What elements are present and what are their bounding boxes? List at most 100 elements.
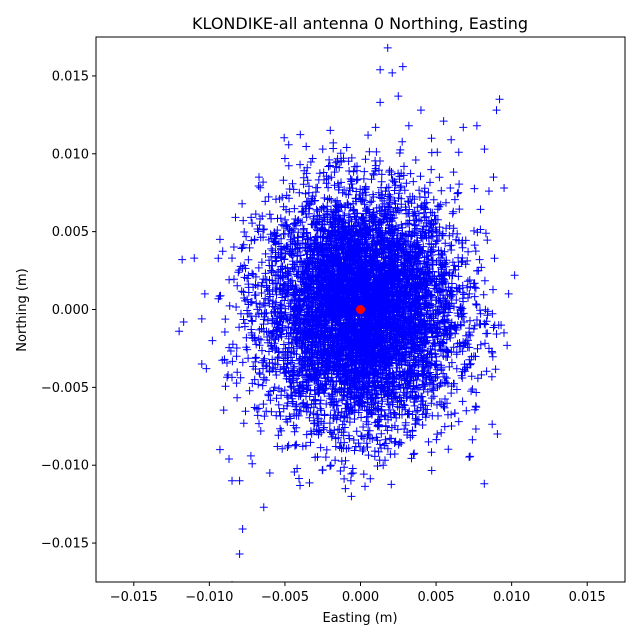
sample-point [228,254,237,263]
sample-point [253,411,262,420]
sample-point [280,154,289,163]
x-tick-label: 0.005 [417,590,454,605]
y-tick-label: 0.010 [52,147,89,162]
sample-point [247,328,256,337]
sample-point [243,274,252,283]
sample-point [197,360,206,368]
sample-point [179,317,188,326]
sample-point [474,266,483,275]
sample-point [500,184,509,193]
sample-point [394,92,403,101]
sample-point [424,437,433,446]
reference-point [356,305,365,314]
x-tick-label: 0.015 [569,590,606,605]
sample-point [208,336,217,345]
sample-point [481,229,490,238]
sample-point [318,145,327,154]
sample-point [265,469,274,477]
sample-point [477,370,486,379]
sample-point [175,327,184,336]
chart-title: KLONDIKE-all antenna 0 Northing, Easting [192,14,528,33]
sample-point [273,442,282,451]
sample-point [256,426,265,435]
x-tick-label: 0.000 [342,590,379,605]
sample-point [383,43,392,52]
data-layer [175,43,519,582]
y-tick-label: 0.015 [52,69,89,84]
sample-point [465,289,474,298]
sample-point [409,450,418,459]
sample-point [238,525,247,534]
sample-point [228,476,237,485]
x-tick-label: −0.015 [110,590,158,605]
sample-point [447,135,456,144]
sample-point [364,131,373,140]
y-tick-label: −0.010 [41,459,89,474]
sample-point [497,321,506,330]
y-tick-label: 0.000 [52,303,89,318]
sample-point [200,289,209,298]
sample-point [398,62,407,71]
sample-point [492,106,501,115]
sample-point [341,484,350,493]
x-axis: −0.015 −0.010 −0.005 0.000 0.005 0.010 0.015 [110,582,606,605]
sample-point [371,123,380,132]
sample-point [427,134,436,143]
y-tick-label: −0.005 [41,381,89,396]
point-cloud [214,130,508,491]
sample-point [197,314,206,323]
sample-point [459,123,468,132]
sample-point [472,121,481,130]
sample-points [175,43,519,582]
sample-point [250,375,259,384]
sample-point [484,344,493,353]
sample-point [347,492,356,501]
sample-point [318,465,327,474]
sample-point [202,364,211,373]
sample-point [462,406,471,415]
sample-point [250,235,259,244]
sample-point [454,148,463,157]
sample-point [439,117,448,126]
sample-point [311,453,320,462]
sample-point [232,352,241,361]
sample-point [215,235,224,244]
sample-point [190,254,199,263]
sample-point [225,454,234,463]
y-axis-label: Northing (m) [15,268,30,351]
sample-point [348,469,357,477]
sample-point [489,173,498,182]
sample-point [238,243,247,252]
sample-point [220,355,229,364]
sample-point [388,68,397,77]
sample-point [296,481,305,490]
sample-point [495,95,504,104]
sample-point [376,98,385,107]
x-axis-label: Easting (m) [322,611,397,626]
sample-point [235,549,244,558]
sample-point [379,461,388,470]
sample-point [376,65,385,74]
sample-point [404,121,413,130]
sample-point [510,271,519,280]
x-tick-label: −0.005 [261,590,309,605]
sample-point [480,145,489,154]
y-axis: −0.015 −0.010 −0.005 0.000 0.005 0.010 0.015 [41,69,96,552]
sample-point [484,187,493,196]
sample-point [178,255,187,264]
x-tick-label: 0.010 [493,590,530,605]
sample-point [503,341,512,350]
x-tick-label: −0.010 [185,590,233,605]
sample-point [296,160,305,169]
sample-point [326,126,335,135]
sample-point [416,106,425,115]
sample-point [215,445,224,454]
sample-point [235,476,244,485]
sample-point [258,212,267,221]
sample-point [259,503,268,512]
sample-point [454,417,463,426]
sample-point [469,352,478,361]
y-tick-label: −0.015 [41,537,89,552]
